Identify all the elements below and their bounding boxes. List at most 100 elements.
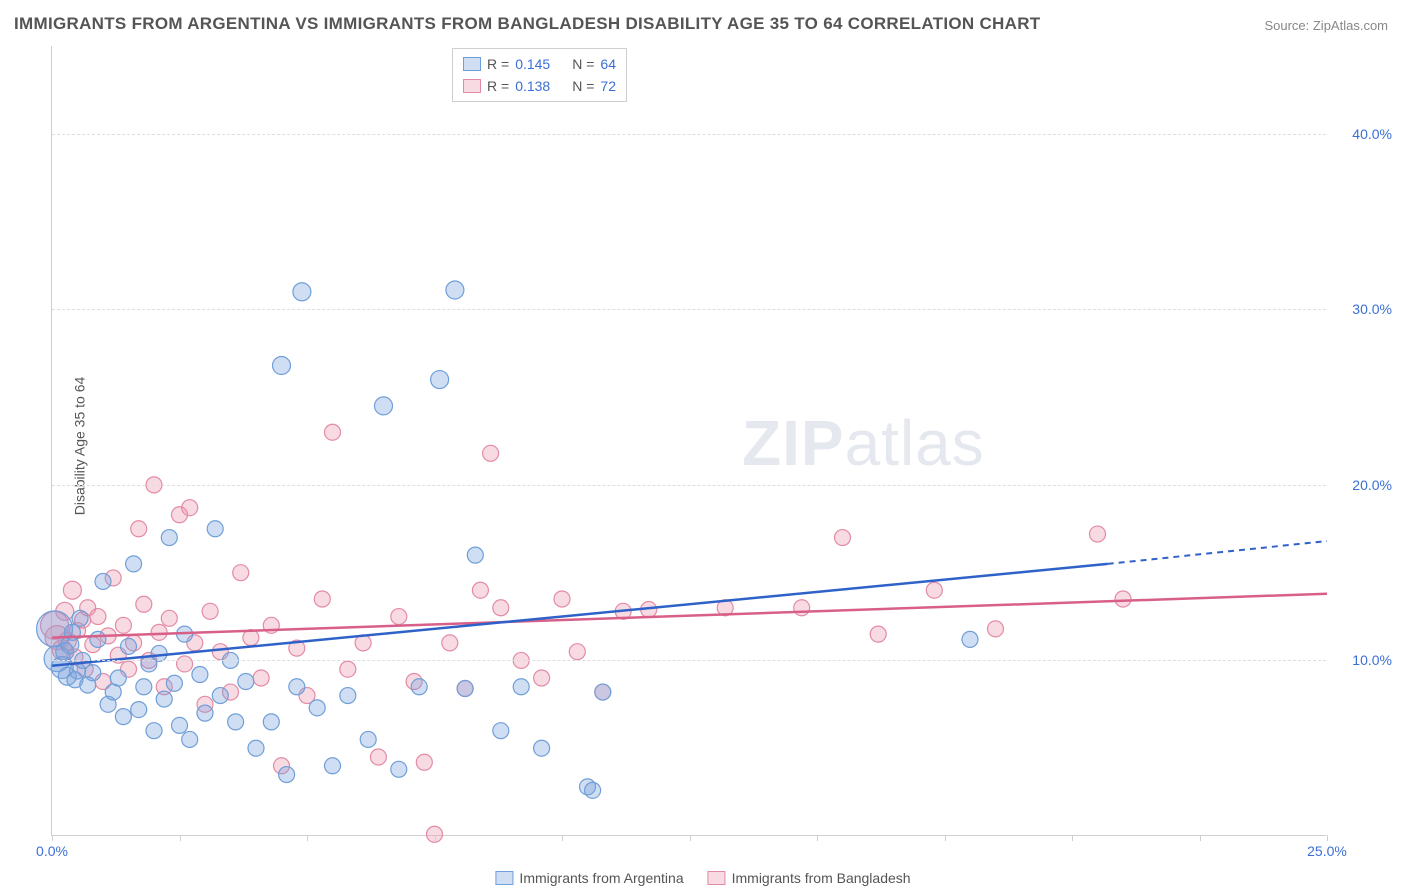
data-point-bangladesh	[569, 644, 585, 660]
r-value: 0.145	[515, 53, 550, 75]
x-tick-mark	[562, 835, 563, 841]
data-point-argentina	[182, 731, 198, 747]
swatch-bangladesh	[708, 871, 726, 885]
x-tick-mark	[435, 835, 436, 841]
x-tick-mark	[945, 835, 946, 841]
x-tick-mark	[1200, 835, 1201, 841]
data-point-bangladesh	[554, 591, 570, 607]
stats-legend: R = 0.145 N = 64 R = 0.138 N = 72	[452, 48, 627, 102]
source-label: Source: ZipAtlas.com	[1264, 18, 1388, 33]
data-point-argentina	[962, 631, 978, 647]
data-point-argentina	[309, 700, 325, 716]
stats-legend-row: R = 0.138 N = 72	[463, 75, 616, 97]
data-point-argentina	[595, 684, 611, 700]
y-tick-label: 40.0%	[1332, 126, 1392, 142]
data-point-argentina	[457, 681, 473, 697]
data-point-argentina	[446, 281, 464, 299]
data-point-bangladesh	[835, 530, 851, 546]
data-point-bangladesh	[391, 609, 407, 625]
y-tick-label: 30.0%	[1332, 301, 1392, 317]
data-point-bangladesh	[202, 603, 218, 619]
n-label: N =	[572, 75, 594, 97]
data-point-bangladesh	[161, 610, 177, 626]
data-point-bangladesh	[472, 582, 488, 598]
data-point-argentina	[238, 674, 254, 690]
n-label: N =	[572, 53, 594, 75]
n-value: 72	[600, 75, 616, 97]
plot-area: ZIPatlas R = 0.145 N = 64 R = 0.138 N = …	[51, 46, 1326, 836]
data-point-bangladesh	[870, 626, 886, 642]
data-point-argentina	[431, 371, 449, 389]
data-point-argentina	[273, 357, 291, 375]
x-tick-mark	[690, 835, 691, 841]
data-point-argentina	[90, 631, 106, 647]
legend-label: Immigrants from Argentina	[519, 870, 683, 886]
x-tick-mark	[307, 835, 308, 841]
chart-svg	[52, 46, 1326, 835]
n-value: 64	[600, 53, 616, 75]
gridline	[52, 660, 1326, 661]
data-point-argentina	[360, 731, 376, 747]
data-point-argentina	[228, 714, 244, 730]
data-point-argentina	[161, 530, 177, 546]
data-point-bangladesh	[340, 661, 356, 677]
data-point-argentina	[197, 705, 213, 721]
data-point-bangladesh	[483, 445, 499, 461]
data-point-argentina	[192, 666, 208, 682]
data-point-argentina	[115, 709, 131, 725]
data-point-argentina	[126, 556, 142, 572]
data-point-argentina	[585, 782, 601, 798]
gridline	[52, 485, 1326, 486]
data-point-argentina	[279, 767, 295, 783]
data-point-bangladesh	[416, 754, 432, 770]
data-point-argentina	[166, 675, 182, 691]
data-point-argentina	[95, 573, 111, 589]
data-point-argentina	[156, 691, 172, 707]
swatch-argentina	[495, 871, 513, 885]
trend-line-bangladesh	[52, 594, 1327, 638]
stats-legend-row: R = 0.145 N = 64	[463, 53, 616, 75]
data-point-bangladesh	[63, 581, 81, 599]
data-point-argentina	[146, 723, 162, 739]
data-point-argentina	[263, 714, 279, 730]
data-point-argentina	[293, 283, 311, 301]
data-point-argentina	[513, 679, 529, 695]
swatch-bangladesh	[463, 79, 481, 93]
data-point-bangladesh	[534, 670, 550, 686]
x-tick-mark	[817, 835, 818, 841]
data-point-argentina	[467, 547, 483, 563]
x-tick-mark	[52, 835, 53, 841]
data-point-bangladesh	[136, 596, 152, 612]
data-point-argentina	[85, 665, 101, 681]
data-point-argentina	[72, 610, 88, 626]
data-point-argentina	[534, 740, 550, 756]
data-point-bangladesh	[131, 521, 147, 537]
data-point-argentina	[391, 761, 407, 777]
y-tick-label: 20.0%	[1332, 477, 1392, 493]
data-point-argentina	[340, 688, 356, 704]
chart-title: IMMIGRANTS FROM ARGENTINA VS IMMIGRANTS …	[14, 14, 1040, 34]
data-point-argentina	[411, 679, 427, 695]
data-point-argentina	[110, 670, 126, 686]
data-point-bangladesh	[151, 624, 167, 640]
legend-item-argentina: Immigrants from Argentina	[495, 870, 683, 886]
swatch-argentina	[463, 57, 481, 71]
data-point-bangladesh	[182, 500, 198, 516]
x-tick-mark	[1327, 835, 1328, 841]
data-point-argentina	[151, 645, 167, 661]
data-point-argentina	[136, 679, 152, 695]
data-point-bangladesh	[314, 591, 330, 607]
data-point-bangladesh	[442, 635, 458, 651]
r-label: R =	[487, 75, 509, 97]
x-tick-label: 25.0%	[1307, 843, 1347, 859]
gridline	[52, 134, 1326, 135]
data-point-argentina	[131, 702, 147, 718]
trend-line-extrap-argentina	[1108, 541, 1327, 564]
data-point-bangladesh	[794, 600, 810, 616]
data-point-argentina	[172, 717, 188, 733]
data-point-bangladesh	[1090, 526, 1106, 542]
data-point-bangladesh	[493, 600, 509, 616]
data-point-argentina	[212, 688, 228, 704]
series-legend: Immigrants from Argentina Immigrants fro…	[495, 870, 910, 886]
data-point-bangladesh	[233, 565, 249, 581]
